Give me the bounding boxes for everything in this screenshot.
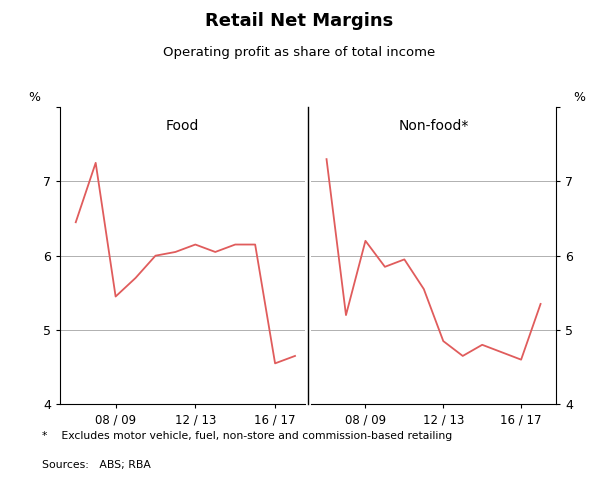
Text: Sources:   ABS; RBA: Sources: ABS; RBA (42, 460, 151, 470)
Text: Non-food*: Non-food* (398, 119, 469, 133)
Text: *    Excludes motor vehicle, fuel, non-store and commission-based retailing: * Excludes motor vehicle, fuel, non-stor… (42, 431, 452, 441)
Text: %: % (28, 91, 40, 104)
Text: Food: Food (166, 119, 199, 133)
Text: Retail Net Margins: Retail Net Margins (205, 12, 393, 30)
Text: %: % (573, 91, 585, 104)
Text: Operating profit as share of total income: Operating profit as share of total incom… (163, 46, 435, 59)
